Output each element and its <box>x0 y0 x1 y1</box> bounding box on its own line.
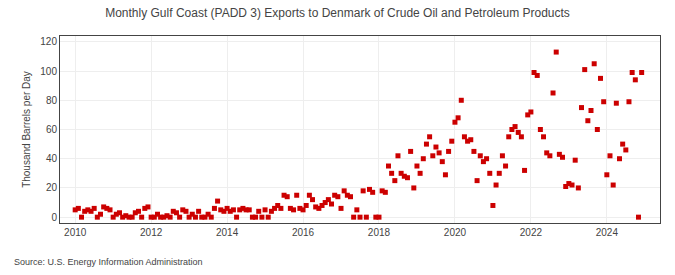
svg-text:120: 120 <box>40 36 57 47</box>
svg-text:2016: 2016 <box>292 227 315 238</box>
svg-text:Source: U.S. Energy Informatio: Source: U.S. Energy Information Administ… <box>14 257 203 267</box>
svg-text:0: 0 <box>51 212 57 223</box>
svg-text:2010: 2010 <box>64 227 87 238</box>
svg-text:40: 40 <box>46 153 58 164</box>
svg-text:20: 20 <box>46 182 58 193</box>
svg-text:Thousand Barrels per Day: Thousand Barrels per Day <box>21 71 32 188</box>
svg-text:100: 100 <box>40 66 57 77</box>
svg-text:2022: 2022 <box>520 227 543 238</box>
svg-text:Monthly Gulf Coast (PADD 3) Ex: Monthly Gulf Coast (PADD 3) Exports to D… <box>105 6 570 20</box>
svg-text:2020: 2020 <box>444 227 467 238</box>
svg-text:2012: 2012 <box>140 227 163 238</box>
svg-text:2018: 2018 <box>368 227 391 238</box>
svg-text:2024: 2024 <box>596 227 619 238</box>
svg-text:80: 80 <box>46 95 58 106</box>
svg-text:2014: 2014 <box>216 227 239 238</box>
svg-text:60: 60 <box>46 124 58 135</box>
